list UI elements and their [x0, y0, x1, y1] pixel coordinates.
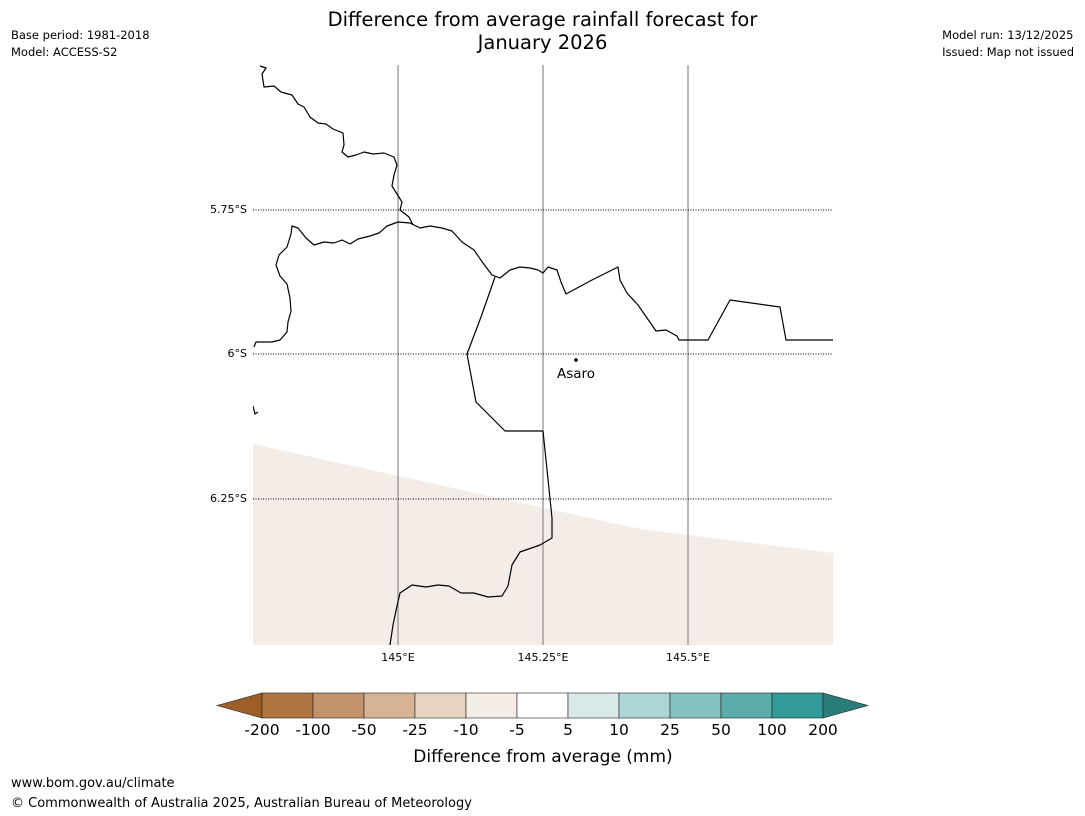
colorbar-tick-label: -5	[509, 721, 524, 739]
latitude-label: 6.25°S	[210, 492, 247, 505]
central-boundary	[253, 221, 833, 348]
colorbar-extend-low	[215, 692, 263, 719]
colorbar-tick-label: -10	[453, 721, 478, 739]
title-line-2: January 2026	[477, 31, 608, 54]
colorbar-swatch	[465, 692, 518, 719]
colorbar-swatch	[720, 692, 773, 719]
map-title: Difference from average rainfall forecas…	[230, 8, 855, 54]
place-label: Asaro	[557, 366, 595, 382]
colorbar-swatch	[771, 692, 824, 719]
colorbar-tick-label: -50	[351, 721, 376, 739]
meridian-lines	[397, 65, 689, 645]
parallel-lines	[253, 209, 833, 500]
run-info: Model run: 13/12/2025 Issued: Map not is…	[942, 27, 1074, 61]
issued-status: Issued: Map not issued	[942, 45, 1074, 59]
colorbar-swatch	[363, 692, 416, 719]
colorbar-swatches	[215, 692, 870, 719]
colorbar-swatch	[516, 692, 569, 719]
colorbar-tick-label: 5	[563, 721, 573, 739]
northern-boundary	[259, 65, 414, 226]
western-boundary-stub	[253, 405, 259, 415]
colorbar-swatch	[414, 692, 467, 719]
longitude-labels: 145°E 145.25°E 145.5°E	[381, 651, 710, 664]
footer-url: www.bom.gov.au/climate	[11, 776, 175, 791]
latitude-label: 5.75°S	[210, 203, 247, 216]
colorbar-tick-label: 200	[808, 721, 838, 739]
footer-copyright: © Commonwealth of Australia 2025, Austra…	[11, 796, 472, 811]
base-period: Base period: 1981-2018	[11, 28, 150, 42]
latitude-labels: 5.75°S 6°S 6.25°S	[210, 203, 247, 505]
model-info: Base period: 1981-2018 Model: ACCESS-S2	[11, 27, 150, 61]
place-marker: Asaro	[557, 358, 595, 382]
colorbar-tick-label: 50	[711, 721, 731, 739]
model-run: Model run: 13/12/2025	[942, 28, 1074, 42]
colorbar-tick-label: 100	[757, 721, 787, 739]
colorbar-tick-label: -25	[402, 721, 427, 739]
colorbar-swatch	[312, 692, 365, 719]
colorbar-tick-label: -100	[295, 721, 330, 739]
colorbar-swatch	[669, 692, 722, 719]
provincial-boundary	[389, 276, 553, 645]
colorbar-tick-label: -200	[244, 721, 279, 739]
colorbar-tick-label: 25	[660, 721, 680, 739]
longitude-label: 145°E	[381, 651, 414, 664]
boundary-lines	[253, 65, 833, 645]
latitude-label: 6°S	[228, 347, 247, 360]
model-name: Model: ACCESS-S2	[11, 45, 118, 59]
colorbar-title: Difference from average (mm)	[413, 747, 672, 767]
colorbar-labels: -200 -100 -50 -25 -10 -5 5 10 25 50 100 200	[244, 721, 837, 739]
colorbar-swatch	[261, 692, 314, 719]
colorbar-swatch	[567, 692, 620, 719]
longitude-label: 145.25°E	[518, 651, 569, 664]
longitude-label: 145.5°E	[666, 651, 710, 664]
colorbar-tick-label: 10	[609, 721, 629, 739]
place-dot	[574, 358, 578, 362]
colorbar-swatch	[618, 692, 671, 719]
title-line-1: Difference from average rainfall forecas…	[327, 8, 758, 31]
colorbar-extend-high	[822, 692, 870, 719]
